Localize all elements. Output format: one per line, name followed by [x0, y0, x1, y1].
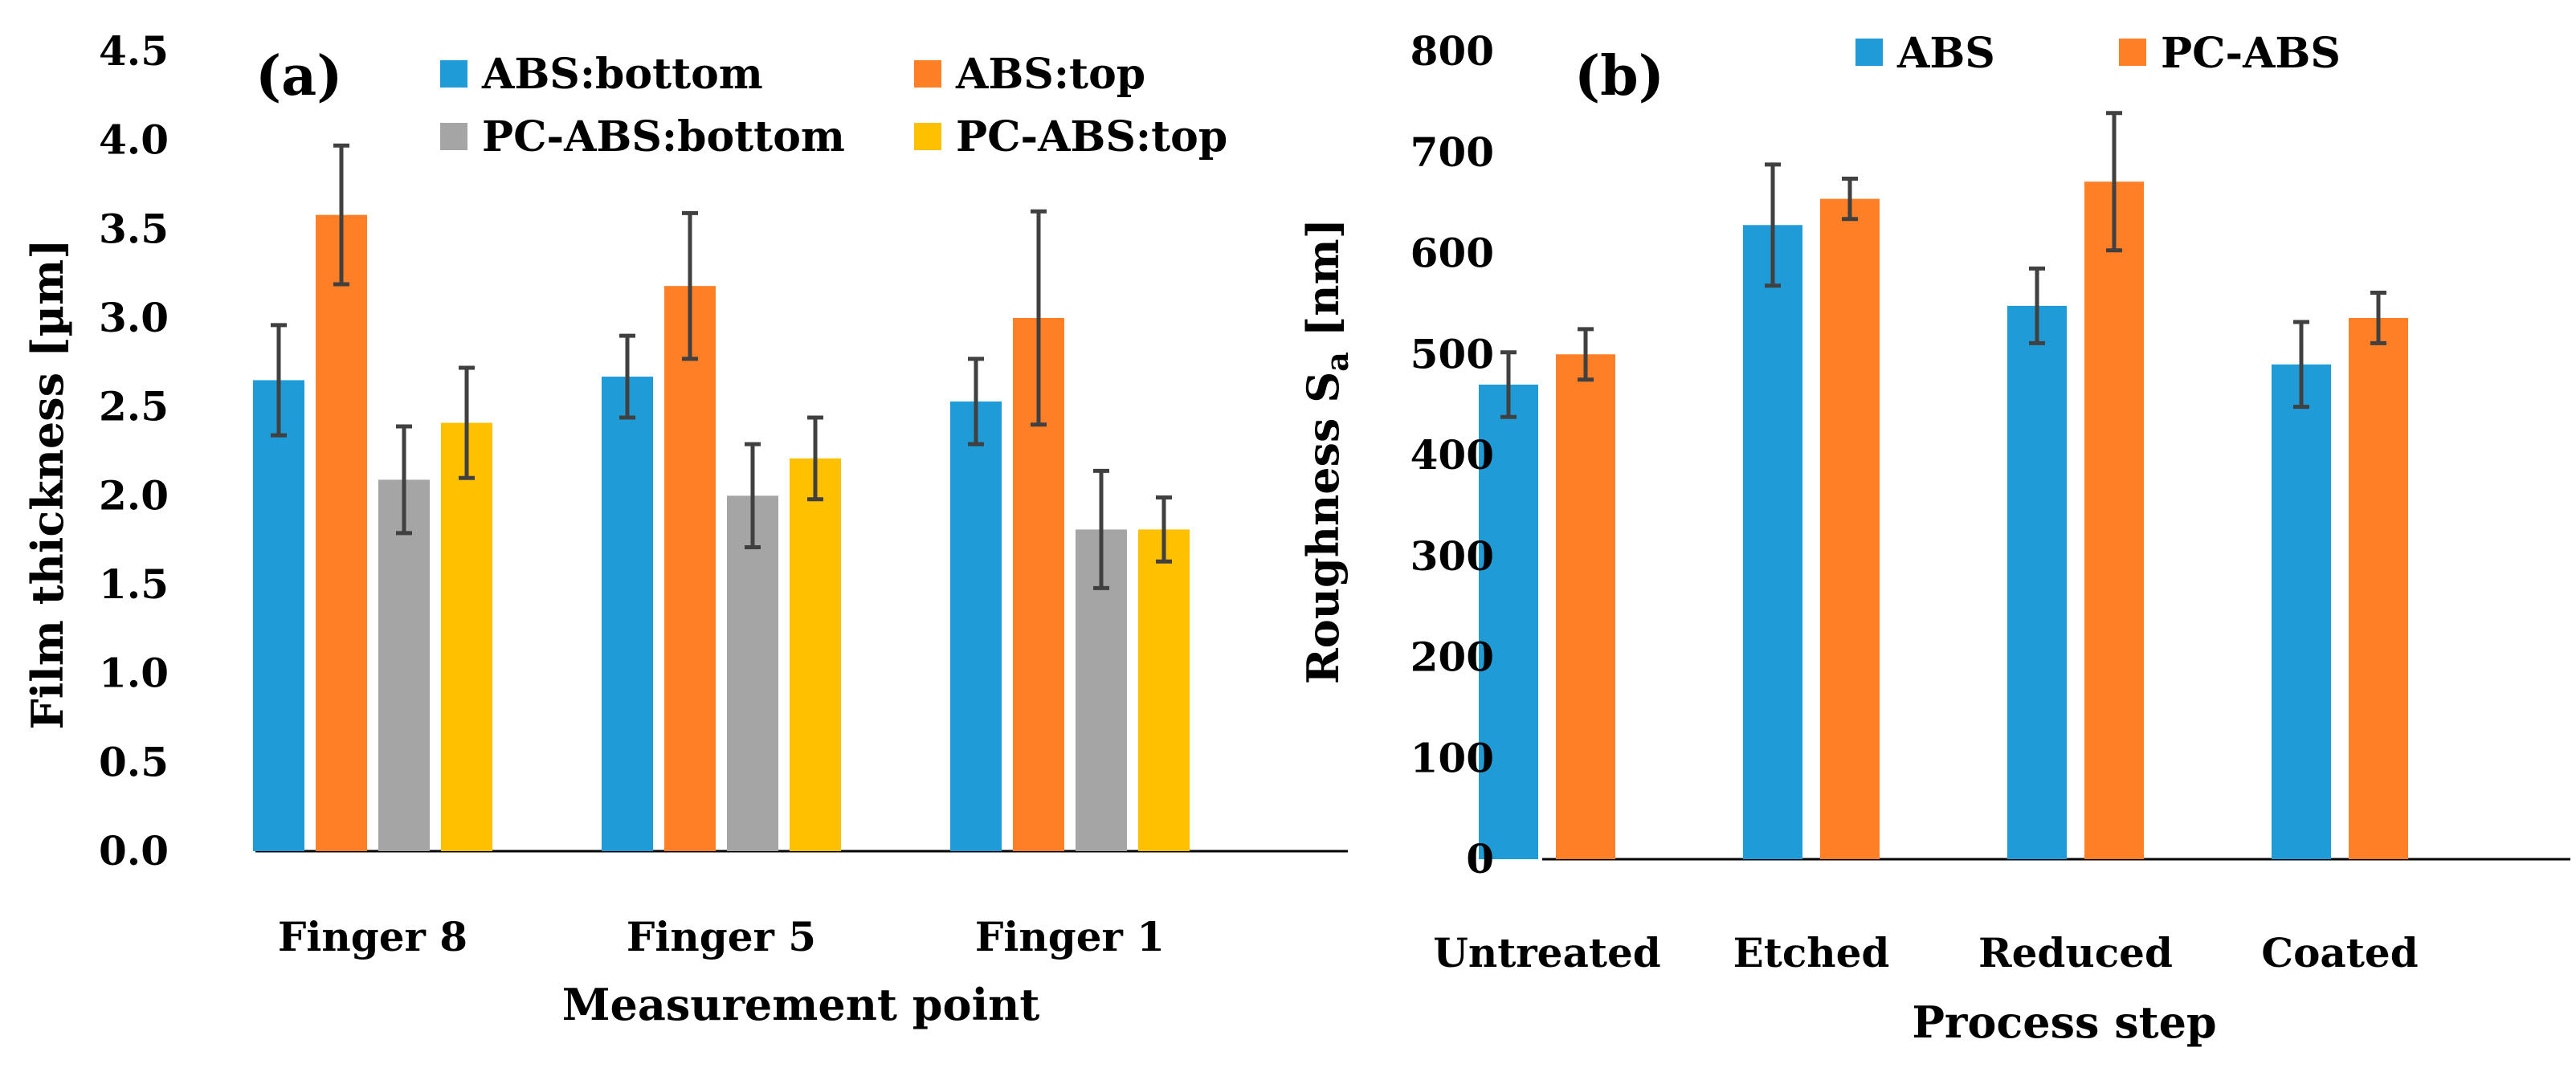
bar — [1138, 529, 1190, 851]
chart-a-bars — [253, 143, 1190, 851]
chart-b-category-label: Etched — [1733, 929, 1890, 976]
bar — [2084, 181, 2144, 859]
chart-b-x-axis-label: Process step — [1912, 997, 2216, 1048]
bar — [441, 422, 492, 851]
bar — [664, 286, 716, 851]
bar — [790, 458, 841, 851]
legend-swatch-abs-top — [914, 60, 941, 88]
chart-a-legend: ABS:bottom ABS:top PC-ABS:bottom PC-ABS:… — [440, 50, 1227, 161]
bar — [253, 380, 304, 851]
bar — [316, 214, 367, 851]
bar — [2272, 364, 2331, 859]
chart-b-y-tick-label: 500 — [1410, 330, 1494, 377]
chart-b-panel-label: (b) — [1574, 44, 1664, 108]
chart-b-bars — [1479, 111, 2408, 860]
chart-a: 0.0 0.5 1.0 1.5 2.0 2.5 3.0 3.5 4.0 4.5 Finger 8 Fi… — [22, 27, 1348, 1030]
legend-swatch-pcabs-top — [914, 123, 941, 150]
chart-b-y-tick-label: 700 — [1410, 128, 1494, 176]
chart-a-y-tick-label: 4.0 — [99, 116, 169, 164]
chart-b-legend: ABS PC-ABS — [1855, 29, 2341, 78]
chart-b-y-axis-label-unit: [nm] — [1297, 218, 1349, 352]
bar — [1556, 354, 1615, 859]
chart-a-y-axis-label: Film thickness [µm] — [22, 238, 73, 729]
chart-a-y-tick-label: 1.0 — [99, 650, 169, 697]
bar — [378, 479, 430, 851]
chart-a-category-label: Finger 1 — [975, 913, 1165, 960]
legend-swatch-pcabs-bottom — [440, 123, 467, 150]
legend-swatch-abs — [1855, 39, 1883, 66]
chart-a-y-tick-label: 0.5 — [99, 738, 169, 785]
chart-a-category-label: Finger 5 — [627, 913, 816, 960]
chart-b-ticks: 0 100 200 300 400 500 600 700 800 Untreated Etched… — [1410, 27, 2419, 976]
bar — [2007, 305, 2067, 859]
chart-b-y-tick-label: 600 — [1410, 230, 1494, 277]
chart-b-y-axis-label: Roughness Sa [nm] — [1297, 218, 1355, 684]
bar — [602, 377, 653, 851]
legend-swatch-pc-abs — [2119, 39, 2146, 66]
chart-a-y-tick-label: 3.0 — [99, 294, 169, 341]
chart-b-y-tick-label: 100 — [1410, 734, 1494, 781]
chart-b-y-axis-label-main: Roughness S — [1297, 372, 1349, 684]
bar — [1743, 225, 1802, 859]
chart-b-category-label: Reduced — [1978, 929, 2173, 976]
chart-a-y-tick-label: 0.0 — [99, 827, 169, 874]
legend-label-pcabs-top: PC-ABS:top — [956, 112, 1227, 161]
chart-a-y-tick-label: 3.5 — [99, 205, 169, 252]
legend-label-abs-bottom: ABS:bottom — [481, 50, 763, 99]
chart-b-y-tick-label: 0 — [1466, 835, 1494, 882]
legend-swatch-abs-bottom — [440, 60, 467, 88]
chart-b-category-label: Untreated — [1433, 929, 1660, 976]
bar — [1820, 198, 1880, 860]
chart-a-panel-label: (a) — [255, 44, 342, 108]
legend-label-pcabs-bottom: PC-ABS:bottom — [482, 112, 845, 161]
chart-b: 0 100 200 300 400 500 600 700 800 Untreated Etched… — [1297, 27, 2570, 1048]
chart-a-y-tick-label: 2.0 — [99, 471, 169, 519]
bar — [950, 401, 1002, 851]
bar — [727, 495, 778, 851]
chart-a-x-axis-label: Measurement point — [562, 979, 1040, 1030]
bar — [2349, 317, 2408, 860]
chart-a-category-label: Finger 8 — [278, 913, 467, 960]
chart-b-y-tick-label: 400 — [1410, 431, 1494, 479]
chart-a-y-tick-label: 2.5 — [99, 383, 169, 430]
chart-b-y-axis-label-subscript: a — [1319, 352, 1355, 372]
chart-b-category-label: Coated — [2261, 929, 2418, 976]
legend-label-pc-abs: PC-ABS — [2161, 29, 2341, 78]
chart-a-ticks: 0.0 0.5 1.0 1.5 2.0 2.5 3.0 3.5 4.0 4.5 Finger 8 Fi… — [99, 27, 1165, 960]
chart-a-y-tick-label: 1.5 — [99, 560, 169, 608]
bar — [1479, 384, 1538, 860]
chart-b-y-tick-label: 200 — [1410, 634, 1494, 681]
legend-label-abs-top: ABS:top — [955, 50, 1145, 99]
chart-b-y-tick-label: 800 — [1410, 27, 1494, 75]
legend-label-abs: ABS — [1896, 29, 1995, 78]
chart-b-y-tick-label: 300 — [1410, 532, 1494, 580]
chart-a-y-tick-label: 4.5 — [99, 27, 169, 75]
